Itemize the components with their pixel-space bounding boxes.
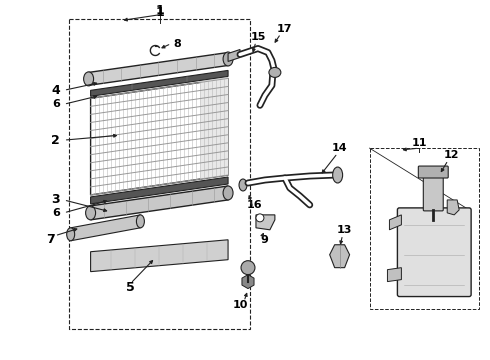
Text: 1: 1: [156, 6, 165, 19]
Text: 12: 12: [443, 150, 459, 160]
FancyBboxPatch shape: [423, 174, 443, 211]
FancyBboxPatch shape: [418, 166, 448, 178]
Ellipse shape: [239, 179, 247, 191]
Text: 10: 10: [232, 300, 248, 310]
Text: 1: 1: [156, 4, 165, 17]
Text: 13: 13: [337, 225, 352, 235]
Text: 5: 5: [126, 281, 135, 294]
Text: 8: 8: [173, 39, 181, 49]
Text: 14: 14: [332, 143, 347, 153]
Polygon shape: [71, 215, 141, 241]
Polygon shape: [447, 200, 459, 215]
Text: 3: 3: [51, 193, 60, 206]
Text: 4: 4: [51, 84, 60, 97]
Polygon shape: [390, 215, 401, 230]
Text: 9: 9: [260, 235, 268, 245]
Text: 17: 17: [277, 24, 293, 33]
Polygon shape: [89, 53, 228, 85]
Text: 6: 6: [52, 99, 60, 109]
Ellipse shape: [223, 186, 233, 200]
Text: 2: 2: [51, 134, 60, 147]
Ellipse shape: [223, 52, 233, 66]
Text: 7: 7: [47, 233, 55, 246]
Ellipse shape: [67, 228, 74, 241]
Polygon shape: [330, 245, 349, 268]
FancyBboxPatch shape: [397, 208, 471, 297]
Polygon shape: [91, 240, 228, 272]
Bar: [369, 148, 479, 310]
Polygon shape: [91, 78, 228, 195]
Ellipse shape: [84, 72, 94, 86]
Polygon shape: [91, 177, 228, 204]
Polygon shape: [388, 268, 401, 282]
Ellipse shape: [86, 206, 96, 220]
Ellipse shape: [136, 215, 145, 228]
Text: 15: 15: [250, 32, 266, 41]
Polygon shape: [91, 186, 228, 220]
Polygon shape: [200, 77, 228, 179]
Text: 11: 11: [412, 138, 427, 148]
Ellipse shape: [333, 167, 343, 183]
Circle shape: [256, 214, 264, 222]
Polygon shape: [91, 71, 228, 96]
Bar: [69, 19, 250, 329]
Polygon shape: [228, 50, 240, 62]
Text: 16: 16: [247, 200, 263, 210]
Text: 6: 6: [52, 208, 60, 218]
Ellipse shape: [269, 67, 281, 77]
Polygon shape: [256, 215, 275, 230]
Circle shape: [241, 261, 255, 275]
